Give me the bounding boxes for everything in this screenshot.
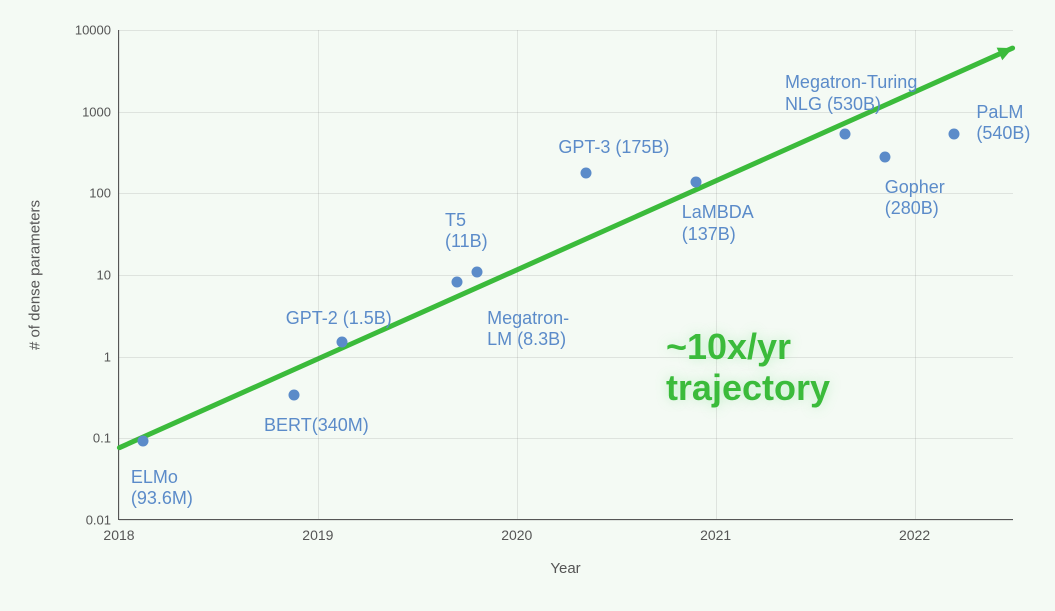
x-tick-label: 2022: [899, 519, 930, 543]
plot-area: 0.010.1110100100010000201820192020202120…: [118, 30, 1013, 520]
y-tick-label: 100: [89, 186, 119, 201]
gridline-v: [517, 30, 518, 519]
x-tick-label: 2019: [302, 519, 333, 543]
gridline-h: [119, 30, 1013, 31]
gridline-h: [119, 193, 1013, 194]
data-point-bert: [289, 389, 300, 400]
data-point-lambda: [690, 177, 701, 188]
data-label-t5: T5 (11B): [445, 210, 488, 253]
data-label-lambda: LaMBDA (137B): [682, 202, 754, 245]
llm-parameters-chart: 0.010.1110100100010000201820192020202120…: [0, 0, 1055, 611]
data-point-palm: [949, 128, 960, 139]
x-axis-title: Year: [550, 560, 580, 577]
data-point-mtnlg: [839, 129, 850, 140]
data-label-elmo: ELMo (93.6M): [131, 467, 193, 510]
data-point-gopher: [879, 151, 890, 162]
data-label-bert: BERT(340M): [264, 415, 369, 437]
gridline-v: [119, 30, 120, 519]
y-tick-label: 1000: [82, 104, 119, 119]
gridline-h: [119, 275, 1013, 276]
y-tick-label: 10000: [75, 23, 119, 38]
trajectory-annotation: ~10x/yr trajectory: [666, 326, 830, 409]
gridline-v: [318, 30, 319, 519]
data-label-megatron: Megatron- LM (8.3B): [487, 308, 569, 351]
x-tick-label: 2018: [103, 519, 134, 543]
data-label-gopher: Gopher (280B): [885, 177, 945, 220]
data-label-gpt2: GPT-2 (1.5B): [286, 308, 392, 330]
y-tick-label: 0.1: [93, 431, 119, 446]
data-point-t5: [472, 266, 483, 277]
data-point-gpt2: [336, 337, 347, 348]
gridline-v: [716, 30, 717, 519]
x-tick-label: 2021: [700, 519, 731, 543]
data-point-megatron: [452, 276, 463, 287]
gridline-h: [119, 357, 1013, 358]
data-label-gpt3: GPT-3 (175B): [558, 137, 669, 159]
y-axis-title: # of dense parameters: [27, 200, 44, 350]
x-tick-label: 2020: [501, 519, 532, 543]
data-point-gpt3: [581, 168, 592, 179]
gridline-h: [119, 520, 1013, 521]
y-tick-label: 10: [97, 268, 119, 283]
data-label-palm: PaLM (540B): [976, 102, 1030, 145]
data-point-elmo: [137, 435, 148, 446]
y-tick-label: 1: [104, 349, 119, 364]
gridline-h: [119, 438, 1013, 439]
data-label-mtnlg: Megatron-Turing NLG (530B): [785, 72, 917, 115]
